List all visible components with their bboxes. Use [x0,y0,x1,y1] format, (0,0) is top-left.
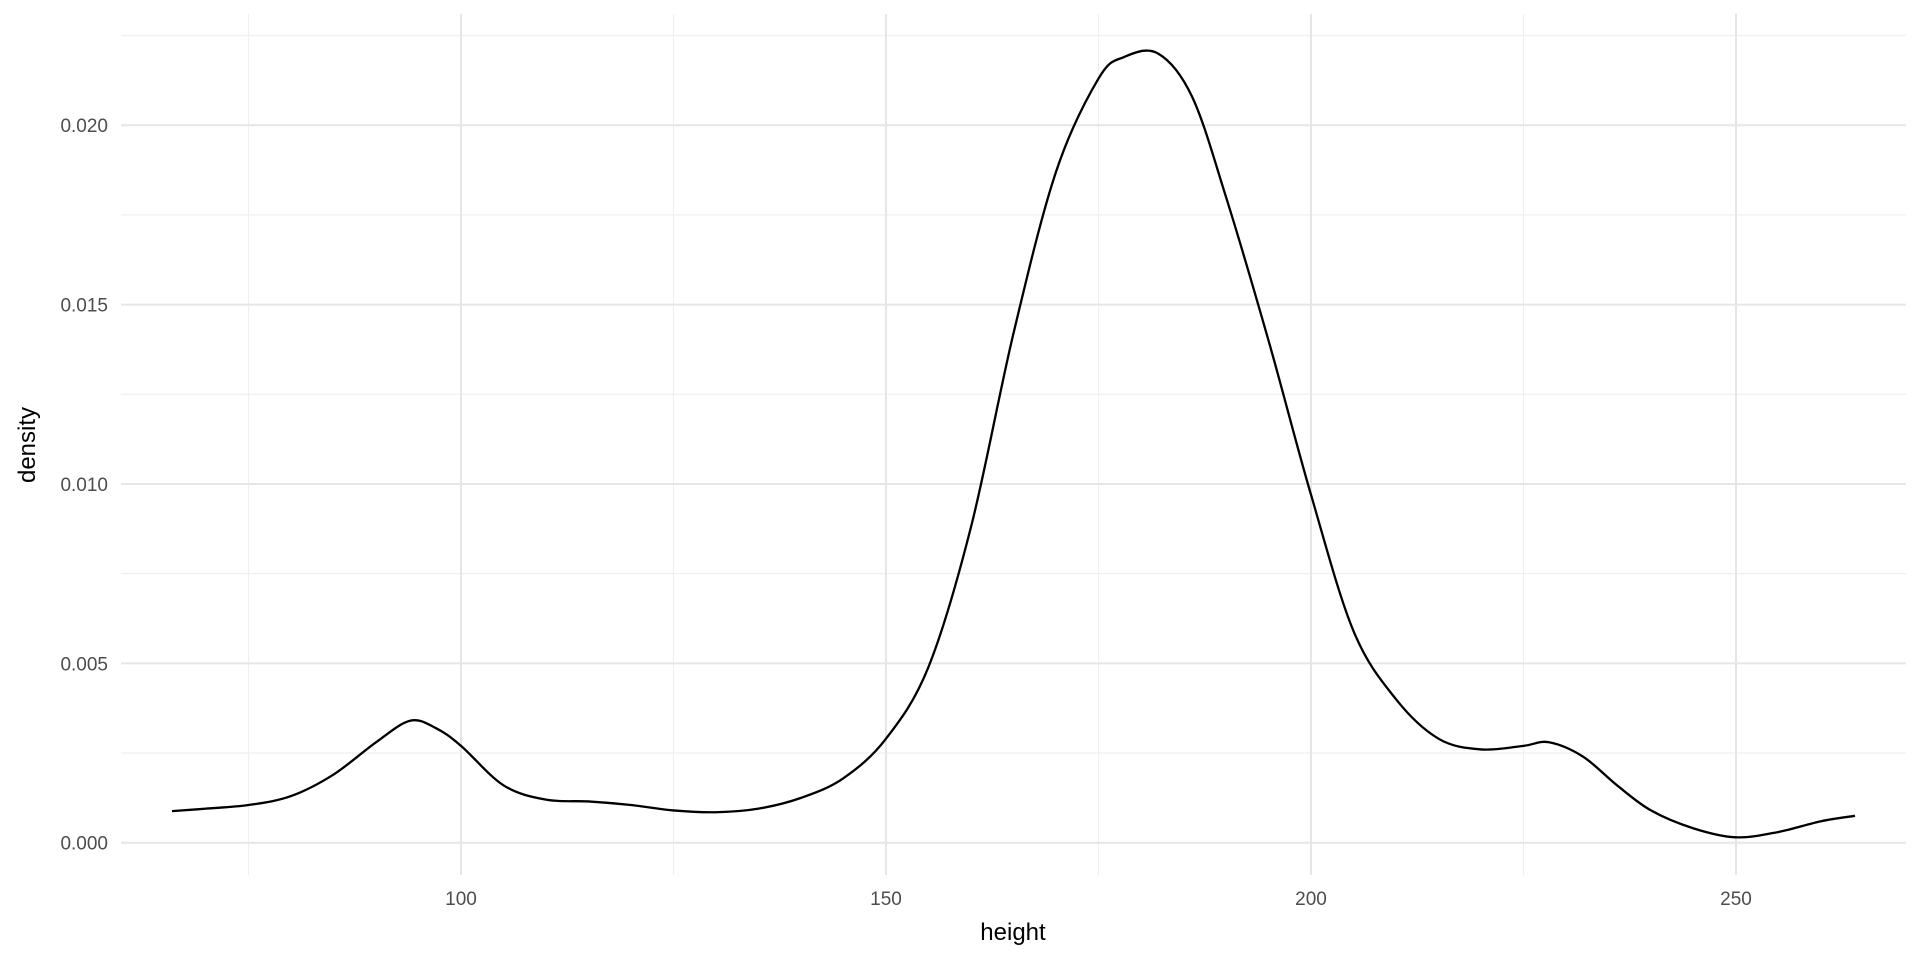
y-axis-tick-labels: 0.000 0.005 0.010 0.015 0.020 [60,116,108,855]
y-tick-label: 0.010 [60,475,108,496]
density-curve [171,49,1856,839]
minor-gridlines [121,14,1906,875]
x-tick-label: 200 [1295,889,1327,910]
x-axis-title: height [980,919,1046,946]
x-tick-label: 100 [445,889,477,910]
x-tick-label: 250 [1720,889,1752,910]
x-tick-label: 150 [870,889,902,910]
y-tick-label: 0.000 [60,834,108,855]
y-tick-label: 0.020 [60,116,108,137]
y-tick-label: 0.015 [60,296,108,317]
y-axis-title: density [14,407,41,483]
major-gridlines [121,14,1906,875]
x-axis-tick-labels: 100 150 200 250 [445,889,1752,910]
y-tick-label: 0.005 [60,654,108,675]
